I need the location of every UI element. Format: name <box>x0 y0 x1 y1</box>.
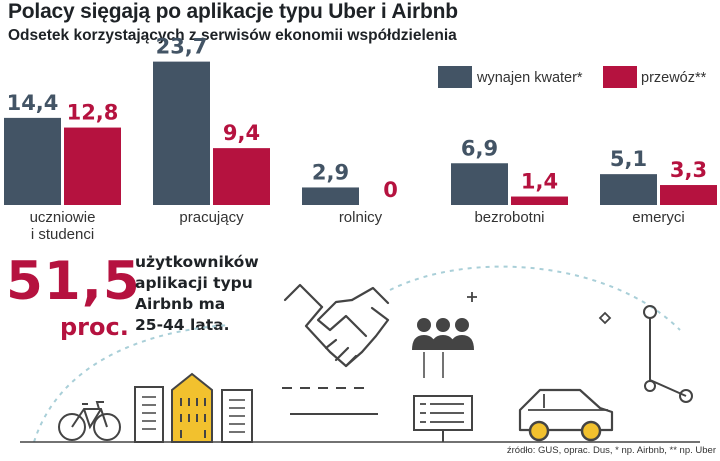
highlight-value: 51,5 <box>6 251 141 312</box>
data-label: 5,1 <box>610 147 647 171</box>
bar-accommodation-3 <box>302 187 359 205</box>
bar-transport-5 <box>660 185 717 205</box>
data-label: 12,8 <box>67 101 119 125</box>
bicycle-icon <box>58 401 121 441</box>
data-label: 0 <box>383 178 398 202</box>
data-label: 3,3 <box>670 158 707 182</box>
source-note: źródło: GUS, oprac. Dus, * np. Airbnb, *… <box>506 445 716 456</box>
bar-accommodation-2 <box>153 61 210 205</box>
category-label: bezrobotni <box>474 209 544 226</box>
category-label: i studenci <box>31 226 94 243</box>
highlight-text-line: 25-44 lata. <box>135 316 230 334</box>
bar-accommodation-1 <box>4 117 61 205</box>
plus-icon <box>467 292 477 302</box>
highlight-text-line: Airbnb ma <box>135 295 226 313</box>
highlight-text-line: aplikacji typu <box>135 274 253 292</box>
legend-swatch-series-2 <box>603 66 637 88</box>
data-label: 14,4 <box>7 91 59 115</box>
legend-swatch-series-1 <box>438 66 472 88</box>
category-label: emeryci <box>632 209 685 226</box>
category-label: uczniowie <box>30 209 96 226</box>
legend-label-series-2: przewóz** <box>641 70 707 86</box>
highlight-unit: proc. <box>60 313 129 341</box>
legend-label-series-1: wynajen kwater* <box>476 70 583 86</box>
bar-accommodation-4 <box>451 163 508 205</box>
dashed-arc <box>33 324 231 443</box>
building-icon <box>221 389 253 443</box>
signboard-icon <box>413 395 473 442</box>
category-label: rolnicy <box>339 209 383 226</box>
bar-accommodation-5 <box>600 174 657 205</box>
car-icon <box>518 388 614 442</box>
route-icon <box>643 305 693 403</box>
building-yellow-icon <box>171 372 213 443</box>
data-label: 9,4 <box>223 121 260 145</box>
bar-transport-4 <box>511 196 568 205</box>
dashed-arc <box>389 265 681 331</box>
chart-title: Polacy sięgają po aplikacje typu Uber i … <box>8 0 458 23</box>
data-label: 2,9 <box>312 160 349 184</box>
bar-transport-1 <box>64 127 121 205</box>
data-label: 23,7 <box>156 35 208 59</box>
data-label: 1,4 <box>521 170 558 194</box>
chart-subtitle: Odsetek korzystających z serwisów ekonom… <box>8 27 457 44</box>
category-label: pracujący <box>179 209 244 226</box>
people-icon <box>412 318 474 350</box>
legend: wynajen kwater* przewóz** <box>438 66 707 88</box>
building-icon <box>134 386 164 443</box>
diamond-icon <box>598 311 612 325</box>
handshake-icon <box>283 283 390 368</box>
bar-transport-2 <box>213 148 270 205</box>
highlight-text-line: użytkowników <box>135 253 259 271</box>
bar-chart: wynajen kwater* przewóz** 14,4 12,8 23,7 9,… <box>4 35 717 243</box>
data-label: 6,9 <box>461 136 498 160</box>
